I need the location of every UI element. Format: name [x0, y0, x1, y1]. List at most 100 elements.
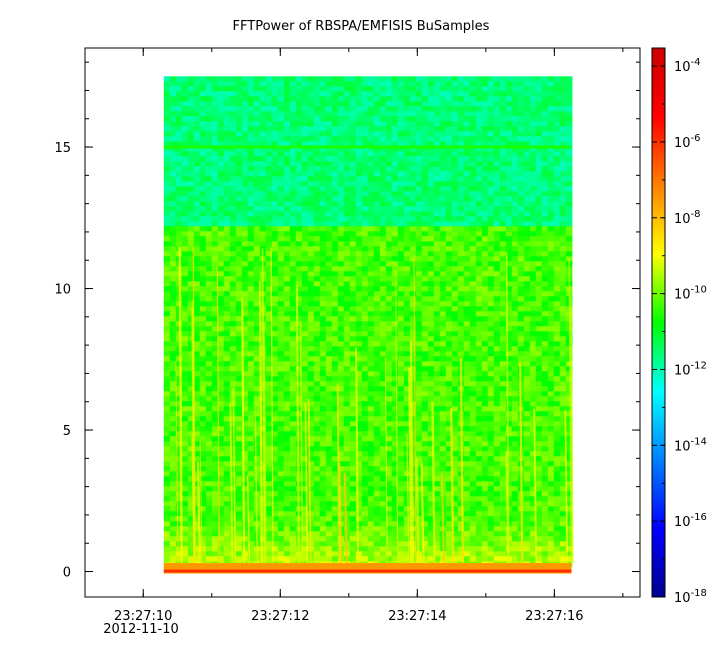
- spectrogram-cell: [529, 401, 537, 407]
- spectrogram-cell: [325, 381, 333, 387]
- spectrogram-cell: [331, 76, 339, 82]
- spectrogram-cell: [361, 276, 369, 282]
- spectrogram-cell: [271, 366, 279, 372]
- spectrogram-cell: [253, 91, 261, 97]
- spectrogram-cell: [517, 206, 525, 212]
- spectrogram-cell: [445, 151, 453, 157]
- spectrogram-cell: [391, 141, 399, 147]
- spectrogram-cell: [481, 401, 489, 407]
- spectrogram-cell: [373, 436, 381, 442]
- spectrogram-cell: [331, 191, 339, 197]
- spectrogram-cell: [427, 281, 435, 287]
- spectrogram-cell: [187, 371, 195, 377]
- spectrogram-cell: [397, 131, 405, 137]
- spectrogram-cell: [283, 146, 291, 152]
- spectrogram-cell: [475, 151, 483, 157]
- spectrogram-cell: [529, 236, 537, 242]
- spectrogram-cell: [229, 266, 237, 272]
- spectrogram-cell: [211, 91, 219, 97]
- spectrogram-cell: [361, 421, 369, 427]
- spectrogram-cell: [415, 271, 423, 277]
- spectrogram-cell: [247, 136, 255, 142]
- spectrogram-cell: [175, 156, 183, 162]
- spectrogram-cell: [403, 336, 411, 342]
- spectrogram-cell: [481, 256, 489, 262]
- spectrogram-cell: [505, 146, 513, 152]
- spectrogram-cell: [205, 151, 213, 157]
- spectrogram-cell: [541, 411, 549, 417]
- spectrogram-cell: [379, 291, 387, 297]
- spectrogram-cell: [367, 426, 375, 432]
- spectrogram-cell: [553, 221, 561, 227]
- spectrogram-cell: [199, 126, 207, 132]
- spectrogram-cell: [223, 181, 231, 187]
- spectrogram-cell: [475, 351, 483, 357]
- spectrogram-cell: [289, 106, 297, 112]
- spectrogram-cell: [439, 76, 447, 82]
- spectrogram-cell: [517, 111, 525, 117]
- spectrogram-cell: [319, 351, 327, 357]
- spectrogram-cell: [565, 381, 573, 387]
- spectrogram-cell: [409, 356, 417, 362]
- spectrogram-cell: [355, 376, 363, 382]
- spectrogram-cell: [391, 166, 399, 172]
- spectrogram-cell: [469, 321, 477, 327]
- spectrogram-cell: [427, 76, 435, 82]
- spectrogram-cell: [247, 321, 255, 327]
- spectrogram-cell: [169, 266, 177, 272]
- spectrogram-cell: [475, 396, 483, 402]
- spectrogram-cell: [385, 136, 393, 142]
- spectrogram-cell: [517, 236, 525, 242]
- spectrogram-cell: [181, 81, 189, 87]
- spectrogram-cell: [493, 436, 501, 442]
- spectrogram-cell: [169, 186, 177, 192]
- spectrogram-cell: [223, 136, 231, 142]
- spectrogram-cell: [289, 401, 297, 407]
- spectrogram-cell: [277, 321, 285, 327]
- spectrogram-cell: [265, 171, 273, 177]
- spectrogram-cell: [433, 306, 441, 312]
- spectrogram-cell: [559, 381, 567, 387]
- spectrogram-cell: [349, 296, 357, 302]
- spectrogram-cell: [499, 306, 507, 312]
- spectrogram-cell: [253, 311, 261, 317]
- spectrogram-cell: [445, 201, 453, 207]
- spectrogram-cell: [361, 436, 369, 442]
- spectrogram-cell: [481, 236, 489, 242]
- spectrogram-cell: [565, 181, 573, 187]
- spectrogram-cell: [349, 416, 357, 422]
- spectrogram-cell: [163, 131, 171, 137]
- spectrogram-cell: [505, 426, 513, 432]
- spectrogram-cell: [391, 111, 399, 117]
- spectrogram-cell: [175, 391, 183, 397]
- spectrogram-cell: [247, 411, 255, 417]
- spectrogram-cell: [397, 386, 405, 392]
- spectrogram-cell: [277, 431, 285, 437]
- spectrogram-cell: [403, 371, 411, 377]
- spectrogram-cell: [169, 401, 177, 407]
- spectrogram-cell: [547, 86, 555, 92]
- spectrogram-cell: [499, 236, 507, 242]
- spectrogram-cell: [487, 416, 495, 422]
- spectrogram-cell: [301, 316, 309, 322]
- spectrogram-cell: [343, 206, 351, 212]
- spectrogram-cell: [265, 281, 273, 287]
- spectrogram-cell: [457, 151, 465, 157]
- spectrogram-cell: [487, 96, 495, 102]
- spectrogram-cell: [385, 386, 393, 392]
- spectrogram-cell: [379, 156, 387, 162]
- spectrogram-cell: [529, 316, 537, 322]
- spectrogram-cell: [529, 281, 537, 287]
- spectrogram-cell: [199, 151, 207, 157]
- spectrogram-cell: [403, 421, 411, 427]
- spectrogram-cell: [421, 186, 429, 192]
- spectrogram-cell: [331, 396, 339, 402]
- spectrogram-cell: [511, 91, 519, 97]
- spectrogram-cell: [247, 201, 255, 207]
- spectrogram-cell: [319, 261, 327, 267]
- spectrogram-cell: [487, 161, 495, 167]
- spectrogram-cell: [217, 86, 225, 92]
- spectrogram-cell: [343, 216, 351, 222]
- spectrogram-cell: [289, 166, 297, 172]
- spectrogram-cell: [457, 226, 465, 232]
